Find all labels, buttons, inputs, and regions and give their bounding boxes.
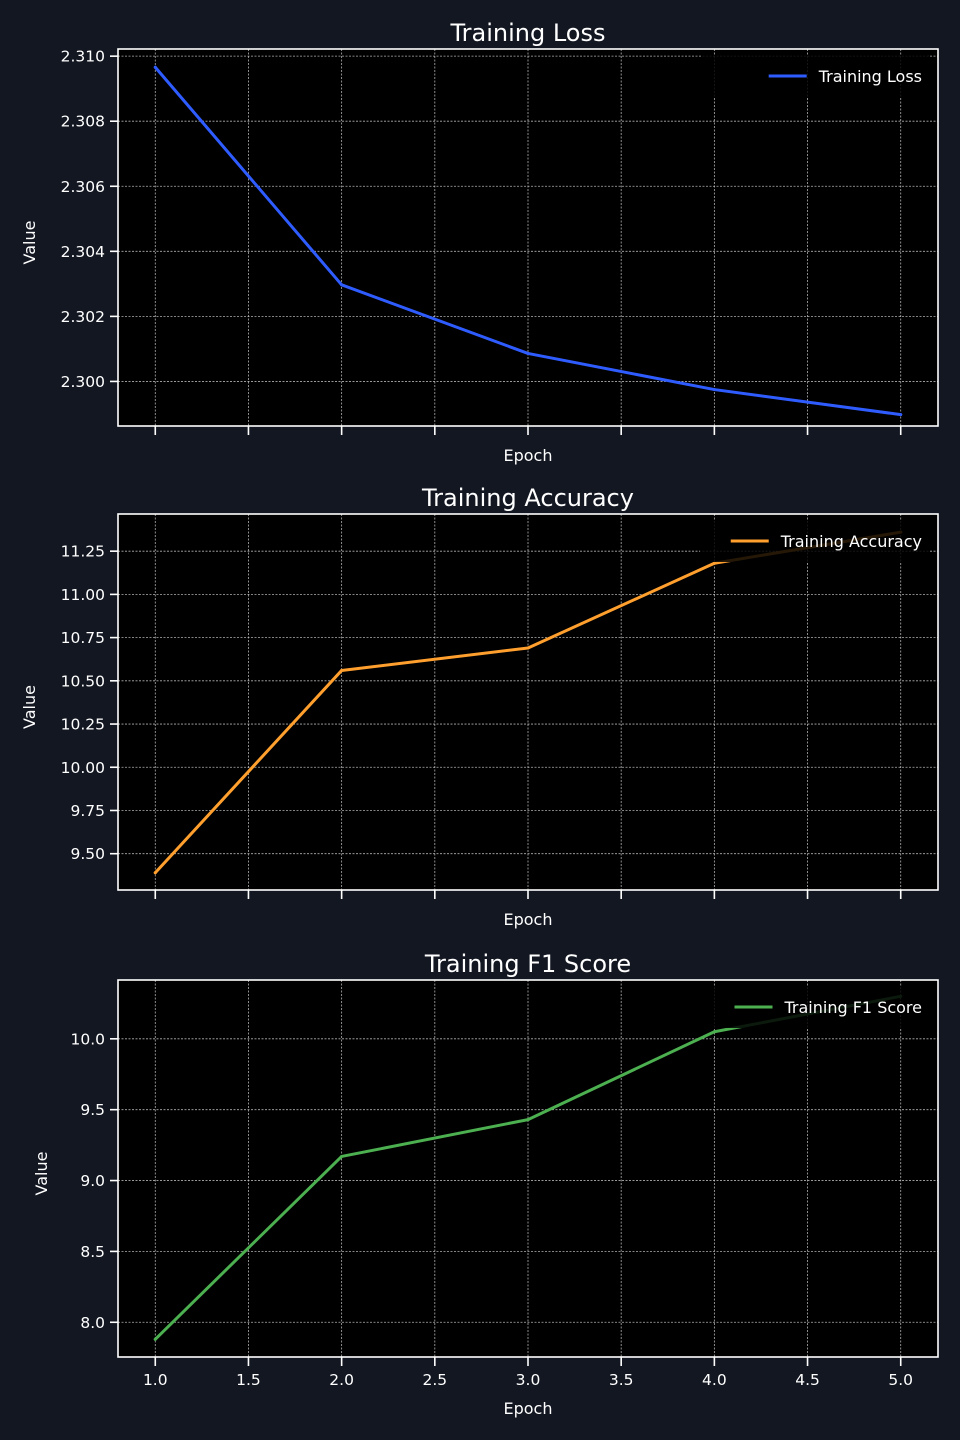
data-point (712, 388, 716, 392)
y-axis-label: Value (32, 1152, 51, 1196)
y-tick-label: 2.306 (61, 178, 105, 196)
y-tick-label: 2.310 (61, 48, 105, 66)
x-tick-label: 2.0 (329, 1371, 354, 1389)
x-tick-label: 5.0 (888, 1371, 913, 1389)
plot-area (118, 49, 938, 426)
x-tick-label: 3.0 (516, 1371, 541, 1389)
data-point (526, 646, 530, 650)
y-tick-label: 10.00 (61, 759, 105, 777)
chart-panel-2: 9.50 9.75 10.00 10.25 10.50 10.75 11.00 11.25 Tr… (20, 484, 939, 929)
y-tick-label: 9.5 (80, 1101, 105, 1119)
chart-title: Training Loss (450, 19, 606, 47)
y-axis-label: Value (20, 221, 39, 265)
data-point (712, 1030, 716, 1034)
x-tick-label: 1.5 (236, 1371, 261, 1389)
data-point (153, 1337, 157, 1341)
y-tick-label: 10.75 (61, 629, 105, 647)
legend: Training F1 Score (700, 986, 930, 1028)
data-point (153, 871, 157, 875)
plot-area (118, 980, 938, 1357)
y-tick-label: 2.302 (61, 308, 105, 326)
y-tick-label: 9.0 (80, 1172, 105, 1190)
legend: Training Loss (700, 55, 930, 97)
y-tick-label: 11.25 (61, 543, 105, 561)
x-tick-label: 4.0 (702, 1371, 727, 1389)
chart-title: Training Accuracy (421, 484, 634, 512)
legend-box (700, 55, 930, 97)
legend-box (700, 986, 930, 1028)
x-tick-label: 4.5 (795, 1371, 820, 1389)
legend-label: Training Loss (818, 67, 922, 86)
y-tick-label: 8.5 (80, 1243, 105, 1261)
data-point (712, 561, 716, 565)
data-point (153, 65, 157, 69)
data-point (526, 351, 530, 355)
y-tick-label: 11.00 (61, 586, 105, 604)
y-tick-label: 9.75 (70, 802, 105, 820)
y-tick-label: 9.50 (70, 845, 105, 863)
y-tick-label: 2.300 (61, 373, 105, 391)
legend-box (700, 520, 930, 562)
legend: Training Accuracy (700, 520, 930, 562)
y-tick-label: 10.25 (61, 716, 105, 734)
chart-panel-3: 1.0 1.5 2.0 2.5 3.0 3.5 4.0 4.5 5.0 8.0 8.5 9.0 9.5 1… (32, 950, 939, 1418)
legend-label: Training F1 Score (784, 998, 923, 1017)
y-tick-label: 2.304 (61, 243, 105, 261)
y-tick-label: 10.50 (61, 672, 105, 690)
x-tick-label: 1.0 (143, 1371, 168, 1389)
legend-label: Training Accuracy (780, 532, 922, 551)
y-tick-label: 10.0 (70, 1030, 105, 1048)
chart-title: Training F1 Score (424, 950, 631, 978)
data-point (526, 1118, 530, 1122)
x-axis-label: Epoch (504, 446, 553, 465)
y-tick-label: 8.0 (80, 1314, 105, 1332)
x-tick-label: 3.5 (609, 1371, 634, 1389)
y-tick-label: 2.308 (61, 113, 105, 131)
x-axis-label: Epoch (504, 1399, 553, 1418)
x-tick-label: 2.5 (422, 1371, 447, 1389)
chart-panel-1: 2.300 2.302 2.304 2.306 2.308 2.310 Training L… (20, 19, 939, 465)
data-point (340, 1154, 344, 1158)
data-point (340, 283, 344, 287)
x-axis-label: Epoch (504, 910, 553, 929)
y-axis-label: Value (20, 685, 39, 729)
data-point (340, 668, 344, 672)
data-point (899, 413, 903, 417)
